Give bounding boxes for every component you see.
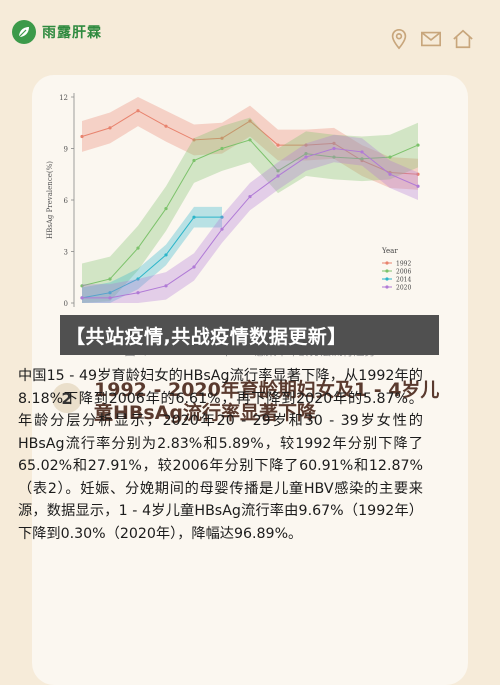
line-2014: [81, 216, 222, 299]
home-icon[interactable]: [452, 28, 474, 50]
point-2006: [416, 143, 420, 147]
point-1992: [304, 143, 308, 147]
point-2006: [164, 206, 168, 211]
app-header: 雨露肝霖: [0, 0, 500, 75]
band-2006: [82, 117, 418, 303]
point-2006: [108, 277, 112, 281]
y-tick-label: 9: [64, 146, 68, 154]
leaf-icon: [12, 20, 36, 44]
section-number: 2: [52, 383, 82, 413]
point-1992: [332, 141, 336, 145]
point-2020: [220, 227, 224, 231]
point-2006: [276, 169, 280, 173]
point-1992: [192, 138, 196, 142]
point-2020: [304, 155, 308, 159]
band-2020: [82, 134, 418, 303]
banner-text: 【共站疫情,共战疫情数据更新】: [66, 325, 347, 348]
point-2006: [220, 146, 224, 151]
legend-label-2014: 2014: [396, 277, 411, 284]
point-1992: [220, 136, 224, 140]
point-2006: [192, 158, 196, 163]
point-2014: [108, 291, 112, 295]
point-1992: [108, 126, 112, 130]
legend-label-2006: 2006: [396, 269, 411, 276]
y-tick-label: 0: [64, 300, 68, 308]
legend-dot-2020: [385, 285, 389, 289]
point-2006: [388, 155, 392, 159]
point-1992: [276, 143, 280, 147]
mail-icon[interactable]: [420, 28, 442, 50]
section-body: 中国15 - 49岁育龄妇女的HBsAg流行率显著下降，从1992年的8.18%…: [18, 368, 423, 542]
band-1992: [82, 97, 418, 190]
point-2020: [80, 296, 84, 300]
prevalence-chart: 0 3 6 9 12 HBsAg Prevalence(%) Year 19922006201…: [46, 93, 420, 308]
band-2014: [82, 206, 222, 303]
point-2014: [220, 215, 224, 219]
legend-label-1992: 1992: [396, 261, 411, 268]
point-2006: [80, 284, 84, 288]
point-2020: [360, 150, 364, 154]
logo-text: 雨露肝霖: [42, 25, 102, 41]
legend-dot-2014: [385, 277, 389, 281]
y-tick-label: 3: [64, 249, 68, 257]
point-2006: [360, 157, 364, 161]
point-1992: [164, 124, 168, 128]
point-2020: [136, 291, 140, 295]
legend-dot-1992: [385, 261, 389, 265]
figure-chart: 0 3 6 9 12 HBsAg Prevalence(%) Year 1992 2006 201…: [32, 75, 468, 365]
point-1992: [416, 172, 420, 176]
point-2020: [276, 174, 280, 178]
y-tick-label: 6: [64, 197, 69, 205]
point-1992: [136, 109, 140, 113]
point-1992: [248, 119, 252, 123]
point-2014: [192, 215, 196, 219]
point-2020: [416, 184, 420, 188]
point-2020: [388, 172, 392, 176]
point-2014: [136, 277, 140, 281]
point-2020: [248, 194, 252, 199]
section-title: 1992 - 2020年育龄期妇女及1 - 4岁儿童HBsAg流行率显著下降: [94, 379, 440, 424]
point-2006: [304, 152, 308, 156]
y-axis-label: HBsAg Prevalence(%): [46, 161, 54, 239]
location-icon[interactable]: [388, 28, 410, 50]
title-banner[interactable]: 【共站疫情,共战疫情数据更新】: [60, 315, 439, 355]
legend-dot-2006: [385, 269, 389, 273]
article-card: 0 3 6 9 12 HBsAg Prevalence(%) Year 1992 2006 201…: [32, 75, 468, 685]
point-2006: [136, 246, 140, 250]
point-2020: [332, 146, 336, 151]
point-1992: [80, 134, 84, 139]
legend-label-2020: 2020: [396, 285, 411, 292]
y-tick-label: 12: [59, 94, 68, 102]
point-2020: [108, 296, 112, 300]
point-2020: [192, 265, 196, 269]
point-2014: [164, 253, 168, 257]
legend-title: Year: [381, 247, 398, 255]
logo[interactable]: 雨露肝霖: [12, 20, 102, 44]
point-2006: [248, 138, 252, 142]
point-2006: [332, 155, 336, 159]
point-2020: [164, 284, 168, 288]
